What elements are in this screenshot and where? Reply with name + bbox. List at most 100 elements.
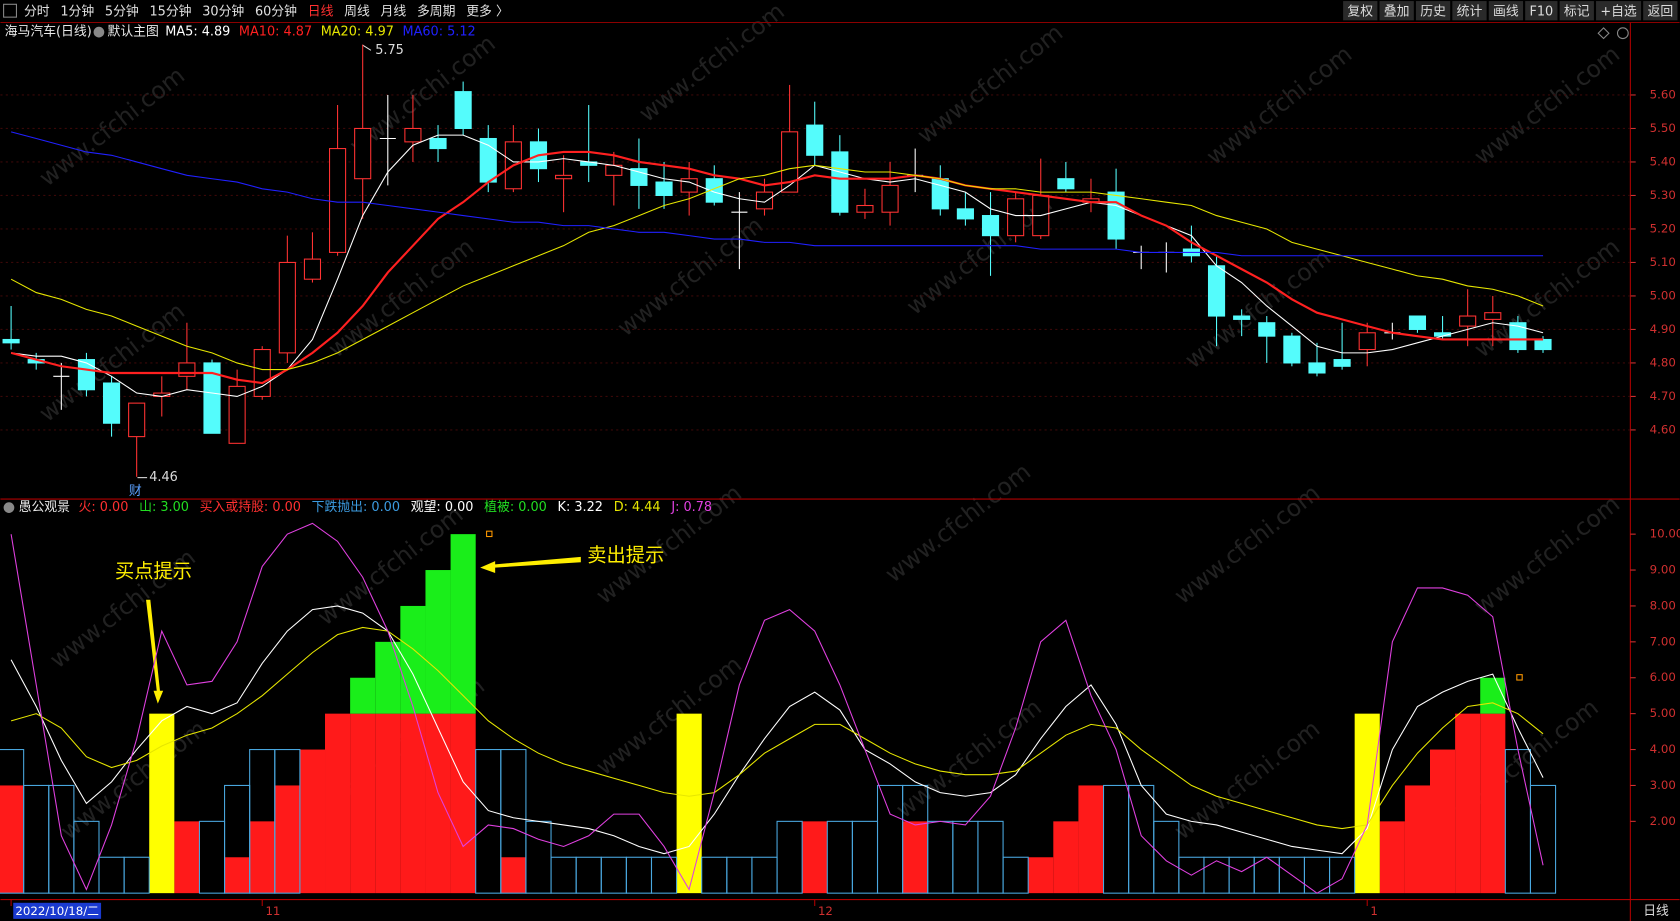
bar [375, 641, 401, 714]
bar [902, 821, 928, 894]
period-tab[interactable]: 分时 [24, 4, 50, 19]
toolbar-button[interactable]: F10 [1529, 4, 1553, 19]
period-tab[interactable]: 日线 [308, 4, 334, 19]
indicator-icon[interactable] [3, 502, 15, 513]
period-tab[interactable]: 30分钟 [202, 3, 244, 19]
toolbar-button[interactable]: +自选 [1600, 4, 1637, 19]
indicator-line [10, 131, 1544, 257]
toolbar-button-bg [1415, 1, 1451, 21]
main-chart-icon[interactable] [93, 26, 105, 38]
bar [400, 713, 426, 894]
chart-subtitle: 默认主图 [107, 24, 158, 40]
indicator-legend: 买入或持股: 0.00 [200, 500, 301, 515]
toolbar-button[interactable]: 画线 [1493, 4, 1519, 19]
bar [1354, 713, 1380, 894]
candle-body [705, 178, 723, 203]
period-tab[interactable]: 更多 〉 [466, 4, 509, 19]
bar [1455, 713, 1481, 894]
indicator-title: 愚公观景 [19, 500, 71, 515]
indicator-line [10, 522, 1544, 894]
candle-body [1358, 332, 1376, 351]
bar [676, 713, 702, 894]
outline-bar [123, 856, 150, 894]
toolbar-button[interactable]: 标记 [1564, 4, 1590, 19]
chart-title: 海马汽车(日线) [5, 24, 92, 40]
candle-body [2, 338, 20, 344]
y-tick-label: 8.00 [1650, 598, 1676, 612]
bar [450, 534, 476, 714]
toolbar-button[interactable]: 返回 [1647, 4, 1673, 19]
candle-body [1057, 178, 1075, 190]
bar [274, 785, 300, 894]
toolbar-button[interactable]: 叠加 [1384, 4, 1410, 19]
y-tick-label: 5.00 [1650, 288, 1676, 302]
bar [149, 713, 175, 894]
candle-body [1484, 312, 1502, 320]
signal-marker [1516, 674, 1523, 681]
indicator-line [10, 626, 1544, 830]
y-tick-label: 5.30 [1650, 188, 1676, 202]
toolbar-button-bg [1559, 1, 1594, 21]
candle-body [128, 402, 146, 438]
x-tick-label: 2022/10/18/二 [15, 904, 99, 918]
outline-bar [1002, 856, 1029, 894]
indicator-line [10, 605, 1544, 855]
ma-legend: MA5: 4.89 [165, 25, 230, 40]
sell-hint: 卖出提示 [587, 543, 664, 566]
candle-body [354, 127, 372, 180]
x-tick-label: 12 [818, 904, 833, 918]
indicator-legend: D: 4.44 [614, 500, 661, 515]
close-icon[interactable] [1616, 27, 1629, 40]
candle-body [1509, 322, 1527, 351]
candle-body [1534, 338, 1552, 351]
toolbar-button-bg [1379, 1, 1414, 21]
period-tab[interactable]: 月线 [381, 4, 407, 19]
menu-icon[interactable] [3, 3, 17, 18]
bar [450, 713, 476, 894]
ma-legend: MA20: 4.97 [321, 25, 394, 40]
bar [1379, 821, 1405, 894]
y-tick-label: 5.40 [1650, 154, 1676, 168]
candle-body [1283, 335, 1301, 364]
candle-body [253, 348, 271, 397]
bar [224, 857, 250, 894]
y-tick-label: 10.00 [1650, 527, 1680, 541]
candle-body [1333, 359, 1351, 367]
toolbar-button[interactable]: 复权 [1347, 3, 1373, 19]
period-tab[interactable]: 周线 [344, 4, 370, 19]
y-tick-label: 5.10 [1650, 255, 1676, 269]
toolbar-button[interactable]: 统计 [1457, 4, 1483, 19]
outline-bar [274, 749, 301, 894]
diamond-icon[interactable] [1597, 27, 1610, 40]
ma-legend: MA10: 4.87 [239, 25, 312, 40]
candle-body [1233, 315, 1251, 320]
period-tab[interactable]: 5分钟 [105, 3, 139, 19]
period-tab[interactable]: 60分钟 [255, 3, 297, 19]
period-tab[interactable]: 15分钟 [150, 3, 192, 19]
bar [1028, 857, 1054, 894]
toolbar-button-bg [1452, 1, 1487, 21]
period-label[interactable]: 日线 [1643, 904, 1669, 919]
bar [1430, 749, 1456, 894]
indicator-legend: 下跌抛出: 0.00 [312, 499, 400, 515]
y-tick-label: 4.90 [1650, 322, 1676, 336]
toolbar-button-bg [1525, 1, 1558, 21]
ma-legend: MA60: 5.12 [402, 25, 475, 40]
y-tick-label: 5.20 [1650, 221, 1676, 235]
signal-marker [486, 530, 493, 538]
candle-body [404, 127, 422, 143]
finance-marker[interactable]: 财 [129, 484, 142, 499]
bar [425, 713, 451, 894]
bar [0, 785, 24, 894]
y-tick-label: 4.60 [1650, 422, 1676, 436]
toolbar-button[interactable]: 历史 [1420, 4, 1446, 19]
bar [1480, 713, 1506, 894]
period-tab[interactable]: 多周期 [417, 4, 456, 19]
bar [425, 570, 451, 714]
candle-body [881, 184, 899, 213]
candle-body [1308, 362, 1326, 374]
period-tab[interactable]: 1分钟 [60, 3, 94, 19]
y-tick-label: 7.00 [1650, 634, 1676, 648]
candle-body [981, 215, 1000, 237]
